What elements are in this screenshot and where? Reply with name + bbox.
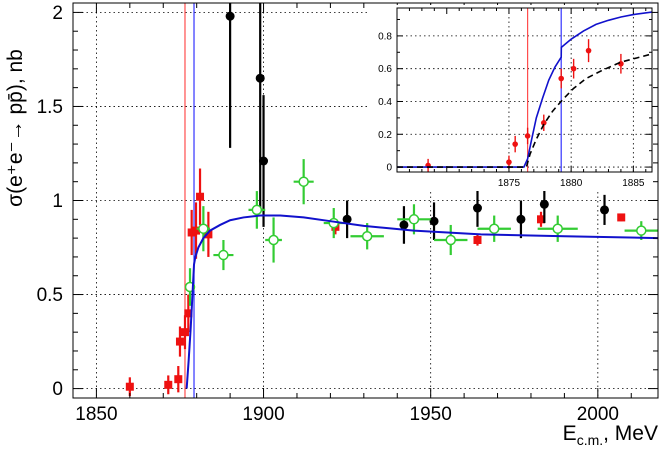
main-data-point-open-circle [408,214,420,225]
main-data-point-circle [342,214,352,224]
main-data-point-square [196,192,205,201]
main-data-point-square [125,382,134,391]
inset-y-tick-label: 0.8 [378,31,392,42]
main-plot: 1850 1900 1950 2000 0 0.5 1 1.5 2 [37,2,659,425]
main-data-point-circle [539,199,549,209]
inset-data-point-dot [506,159,512,165]
inset-y-tick-label: 0.2 [378,130,392,141]
main-data-point-open-circle [445,234,456,246]
main-fit-curve [185,214,658,389]
main-data-point-square [617,213,626,222]
main-data-point-open-circle [361,230,373,242]
main-data-point-circle [399,220,409,230]
inset-frame [396,7,653,173]
inset-fit-curve [397,11,652,168]
main-data-point-open-circle [268,234,279,246]
main-data-point-open-circle [251,204,263,216]
main-data-point-circle [472,203,482,213]
x-axis-label: Ec.m., MeV [563,422,658,448]
main-data-point-circle [600,205,610,215]
x-axis-label-subscript: c.m. [577,432,603,448]
inset-data-point-dot [540,120,547,126]
main-x-tick-label: 1850 [75,404,117,425]
main-data-point-open-circle [298,176,309,187]
inset-data-point-dot [585,47,592,54]
main-data-point-circle [255,73,265,83]
main-plot-area [125,3,658,398]
main-data-point-circle [225,11,235,21]
main-data-point-square [164,380,173,389]
main-data-point-square [537,215,545,224]
inset-data-point-dot [524,133,531,139]
inset-x-tick-label: 1875 [498,178,521,189]
main-data-point-square [175,337,184,346]
main-y-tick-label: 1.5 [37,97,63,118]
main-data-point-square [187,228,196,237]
main-data-point-square [174,375,183,384]
inset-data-point-dot [570,65,577,72]
main-data-point-open-circle [218,249,229,261]
main-data-point-square [180,328,189,337]
main-data-point-square [184,309,193,318]
inset-y-tick-label: 0 [386,163,392,174]
main-x-tick-label: 1900 [242,404,284,425]
x-axis-label-unit: , MeV [603,422,658,445]
main-data-point-open-circle [636,225,647,236]
main-data-point-circle [429,216,439,226]
main-data-point-square [204,230,213,239]
main-x-tick-label: 1950 [410,404,452,425]
x-axis-label-main: E [563,422,577,445]
inset-data-point-dot [512,141,518,147]
inset-y-tick-label: 0.6 [378,64,392,75]
main-data-point-square [473,236,482,244]
main-data-point-square [192,226,201,235]
inset-plot: 1875 1880 1885 0 0.2 0.4 0.6 0.8 [368,5,653,191]
main-y-tick-label: 1 [52,191,63,212]
y-axis-label: σ(e⁺e⁻→ pp̄), nb [4,49,27,207]
inset-fit-curve-dashed [397,53,652,168]
main-y-tick-label: 0.5 [37,285,63,306]
main-data-point-open-circle [488,223,500,234]
main-data-point-open-circle [552,223,563,234]
main-data-point-circle [516,214,526,224]
inset-x-tick-label: 1880 [560,178,583,189]
inset-y-tick-label: 0.4 [378,97,392,108]
inset-data-point-dot [558,75,564,82]
main-data-point-open-circle [198,223,209,234]
inset-plot-area [397,8,652,172]
main-x-tick-label: 2000 [577,404,619,425]
main-y-tick-label: 2 [52,3,63,24]
main-data-point-circle [259,156,269,166]
inset-x-tick-label: 1885 [622,178,645,189]
main-y-tick-label: 0 [52,379,63,400]
